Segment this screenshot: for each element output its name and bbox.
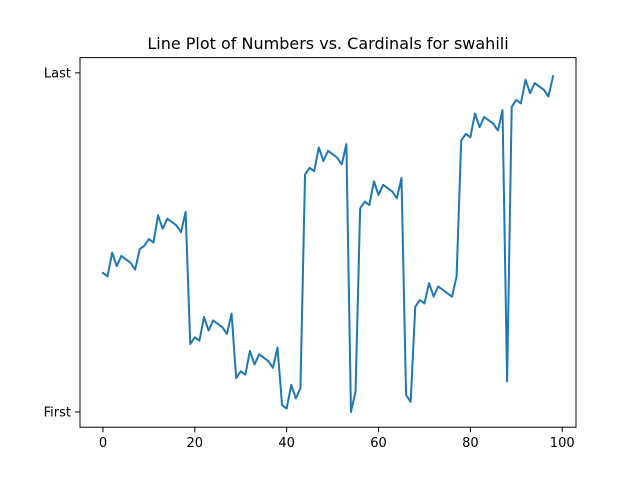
y-tick-label: Last bbox=[44, 66, 71, 81]
x-tick-label: 60 bbox=[370, 436, 387, 451]
y-tick-label: First bbox=[44, 405, 71, 420]
y-axis: First Last bbox=[44, 66, 80, 420]
x-tick-label: 80 bbox=[462, 436, 479, 451]
axes-frame bbox=[79, 57, 577, 428]
x-axis: 0 20 40 60 80 100 bbox=[99, 427, 575, 451]
chart-title: Line Plot of Numbers vs. Cardinals for s… bbox=[147, 34, 508, 53]
series-line-0 bbox=[101, 75, 555, 413]
x-tick-label: 0 bbox=[99, 436, 107, 451]
plot-area bbox=[101, 75, 555, 413]
x-tick-label: 100 bbox=[550, 436, 575, 451]
x-tick-label: 20 bbox=[187, 436, 204, 451]
x-tick-label: 40 bbox=[278, 436, 295, 451]
